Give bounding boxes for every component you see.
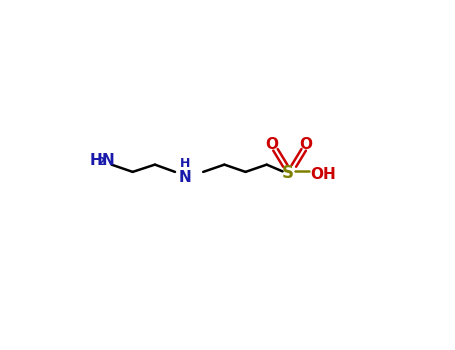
Text: N: N: [102, 153, 115, 168]
Text: H: H: [180, 157, 190, 170]
Text: OH: OH: [310, 167, 336, 182]
Text: S: S: [282, 164, 294, 182]
Text: N: N: [178, 170, 191, 185]
Text: H: H: [90, 153, 102, 168]
Text: O: O: [299, 138, 312, 153]
Text: O: O: [265, 138, 278, 153]
Text: 2: 2: [97, 158, 105, 167]
